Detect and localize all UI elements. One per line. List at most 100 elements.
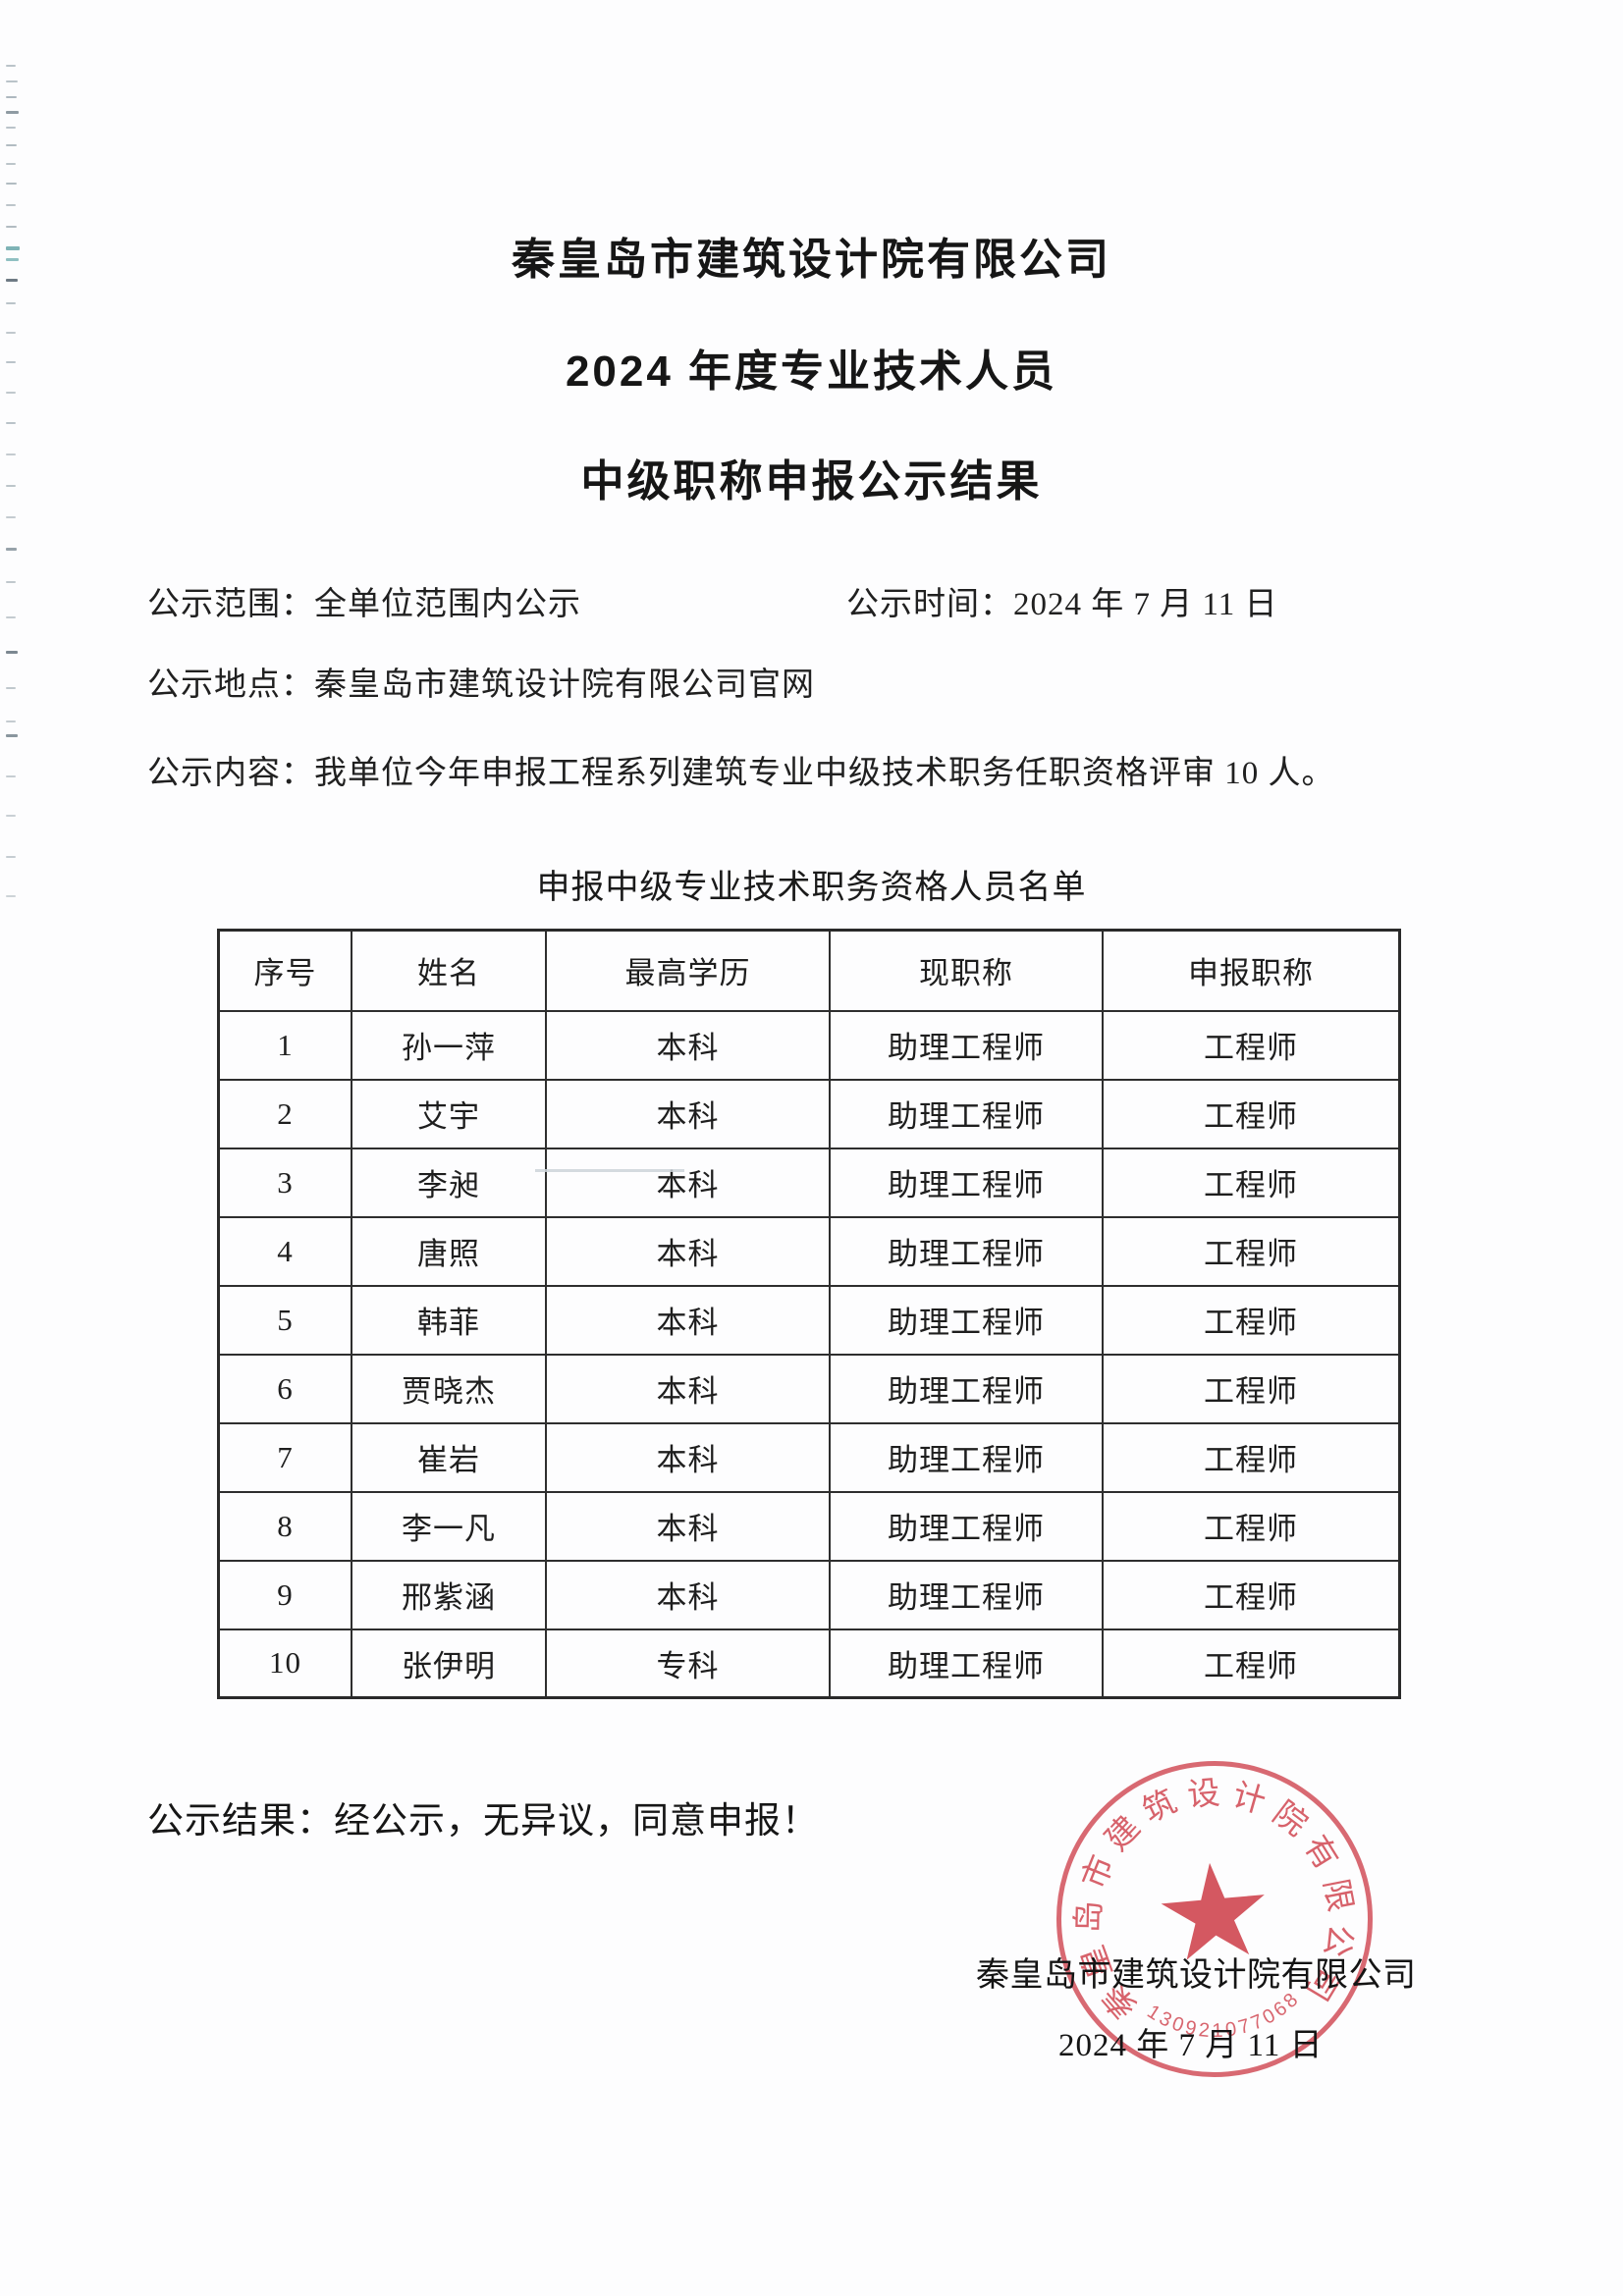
name-cell: 唐照	[351, 1215, 547, 1287]
education-cell: 本科	[545, 1009, 831, 1081]
table-row: 4 唐照 本科 助理工程师 工程师	[217, 1215, 1401, 1287]
result-line: 公示结果：经公示，无异议，同意申报！	[147, 1801, 819, 1842]
current-title-cell: 助理工程师	[829, 1078, 1104, 1149]
serial-cell: 8	[217, 1490, 352, 1562]
scan-mark	[6, 581, 16, 583]
column-header: 现职称	[829, 929, 1104, 1012]
scope-label: 公示范围：	[147, 587, 314, 622]
current-title-cell: 助理工程师	[829, 1559, 1104, 1630]
scan-mark	[6, 226, 17, 228]
current-title-cell: 助理工程师	[829, 1421, 1104, 1493]
education-cell: 本科	[545, 1353, 831, 1424]
table-row: 7 崔岩 本科 助理工程师 工程师	[217, 1421, 1401, 1493]
roster-title: 申报中级专业技术职务资格人员名单	[536, 870, 1087, 906]
scan-mark	[6, 454, 16, 455]
scan-mark	[6, 734, 18, 737]
scan-mark	[6, 361, 16, 363]
applied-title-cell: 工程师	[1102, 1284, 1401, 1356]
current-title-cell: 助理工程师	[829, 1353, 1104, 1424]
education-cell: 专科	[545, 1628, 831, 1699]
name-cell: 张伊明	[351, 1628, 547, 1699]
name-cell: 孙一萍	[351, 1009, 547, 1081]
applied-title-cell: 工程师	[1102, 1490, 1401, 1562]
current-title-cell: 助理工程师	[829, 1215, 1104, 1287]
education-cell: 本科	[545, 1490, 831, 1562]
applied-title-cell: 工程师	[1102, 1009, 1401, 1081]
stamp-ring-char: 限	[1317, 1875, 1360, 1915]
content-label: 公示内容：	[147, 756, 314, 791]
place-value: 秦皇岛市建筑设计院有限公司官网	[314, 667, 815, 703]
current-title-cell: 助理工程师	[829, 1009, 1104, 1081]
applied-title-cell: 工程师	[1102, 1353, 1401, 1424]
applicants-table: 序号 姓名 最高学历 现职称 申报职称 1 孙一萍 本科 助理工程师 工程师 2 艾宇 本科 助理工程师…	[217, 929, 1401, 1699]
applied-title-cell: 工程师	[1102, 1147, 1401, 1218]
column-header: 最高学历	[545, 929, 831, 1012]
scan-mark	[6, 815, 16, 817]
education-cell: 本科	[545, 1215, 831, 1287]
current-title-cell: 助理工程师	[829, 1490, 1104, 1562]
name-cell: 贾晓杰	[351, 1353, 547, 1424]
signature-date: 2024 年 7 月 11 日	[1058, 2028, 1324, 2063]
table-row: 10 张伊明 专科 助理工程师 工程师	[217, 1628, 1401, 1699]
scan-mark	[6, 127, 16, 129]
current-title-cell: 助理工程师	[829, 1147, 1104, 1218]
content-value: 我单位今年申报工程系列建筑专业中级技术职务任职资格评审 10 人。	[314, 756, 1335, 791]
doc-title-company: 秦皇岛市建筑设计院有限公司	[512, 236, 1111, 284]
serial-cell: 9	[217, 1559, 352, 1630]
scan-mark	[6, 144, 17, 146]
column-header: 姓名	[351, 929, 547, 1012]
applied-title-cell: 工程师	[1102, 1559, 1401, 1630]
applied-title-cell: 工程师	[1102, 1078, 1401, 1149]
education-cell: 本科	[545, 1078, 831, 1149]
table-row: 1 孙一萍 本科 助理工程师 工程师	[217, 1009, 1401, 1081]
scan-mark	[6, 65, 16, 67]
scan-mark	[6, 163, 16, 165]
info-line-scope-time: 公示范围：全单位范围内公示 公示时间：2024 年 7 月 11 日	[147, 577, 1522, 624]
scan-mark	[6, 111, 19, 114]
table-row: 8 李一凡 本科 助理工程师 工程师	[217, 1490, 1401, 1562]
scan-mark	[6, 392, 16, 394]
scan-line-artifact	[535, 1169, 684, 1172]
table-row: 9 邢紫涵 本科 助理工程师 工程师	[217, 1559, 1401, 1630]
name-cell: 李一凡	[351, 1490, 547, 1562]
info-line-content: 公示内容：我单位今年申报工程系列建筑专业中级技术职务任职资格评审 10 人。	[147, 746, 1522, 793]
stamp-ring-char: 设	[1185, 1774, 1221, 1813]
table-header-row: 序号 姓名 最高学历 现职称 申报职称	[217, 929, 1401, 1012]
scan-mark	[6, 687, 16, 689]
table-row: 2 艾宇 本科 助理工程师 工程师	[217, 1078, 1401, 1149]
doc-title-result: 中级职称申报公示结果	[580, 457, 1043, 506]
name-cell: 韩菲	[351, 1284, 547, 1356]
scan-mark	[6, 651, 18, 654]
table-row: 3 李昶 本科 助理工程师 工程师	[217, 1147, 1401, 1218]
applied-title-cell: 工程师	[1102, 1215, 1401, 1287]
serial-cell: 4	[217, 1215, 352, 1287]
time-part: 公示时间：2024 年 7 月 11 日	[846, 577, 1278, 624]
scan-mark	[6, 516, 16, 518]
signature-company: 秦皇岛市建筑设计院有限公司	[976, 1957, 1417, 1994]
name-cell: 邢紫涵	[351, 1559, 547, 1630]
serial-cell: 1	[217, 1009, 352, 1081]
serial-cell: 10	[217, 1628, 352, 1699]
scan-mark	[6, 183, 17, 185]
info-line-place: 公示地点：秦皇岛市建筑设计院有限公司官网	[147, 658, 1522, 705]
scan-mark	[6, 258, 19, 261]
scan-mark	[6, 485, 16, 487]
table-row: 5 韩菲 本科 助理工程师 工程师	[217, 1284, 1401, 1356]
serial-cell: 6	[217, 1353, 352, 1424]
education-cell: 本科	[545, 1421, 831, 1493]
stamp-ring-char: 岛	[1069, 1899, 1108, 1934]
serial-cell: 3	[217, 1147, 352, 1218]
scan-mark	[6, 96, 17, 98]
current-title-cell: 助理工程师	[829, 1284, 1104, 1356]
place-label: 公示地点：	[147, 667, 314, 703]
applied-title-cell: 工程师	[1102, 1628, 1401, 1699]
applied-title-cell: 工程师	[1102, 1421, 1401, 1493]
education-cell: 本科	[545, 1147, 831, 1218]
scan-mark	[6, 856, 16, 858]
scan-mark	[6, 721, 16, 722]
current-title-cell: 助理工程师	[829, 1628, 1104, 1699]
scan-mark	[6, 204, 16, 206]
name-cell: 李昶	[351, 1147, 547, 1218]
serial-cell: 5	[217, 1284, 352, 1356]
scan-mark	[6, 616, 16, 618]
